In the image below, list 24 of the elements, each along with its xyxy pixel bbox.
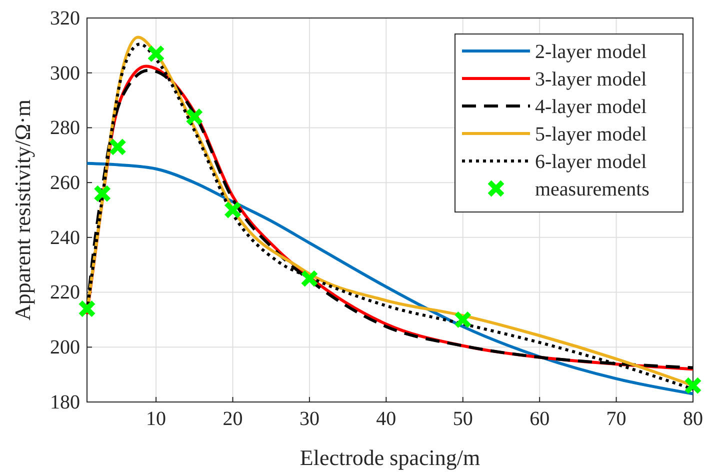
legend-label: 4-layer model xyxy=(535,96,648,118)
x-axis-title: Electrode spacing/m xyxy=(300,445,480,470)
y-tick-label: 240 xyxy=(50,226,80,249)
legend-label: measurements xyxy=(535,178,650,200)
y-tick-label: 300 xyxy=(50,62,80,84)
x-tick-label: 30 xyxy=(299,408,320,430)
y-tick-label: 220 xyxy=(50,282,80,304)
y-axis-title: Apparent resistivity/Ω·m xyxy=(10,99,35,321)
y-tick-label: 260 xyxy=(50,172,80,194)
x-tick-label: 50 xyxy=(452,408,473,430)
x-tick-label: 40 xyxy=(376,408,396,430)
legend-label: 6-layer model xyxy=(535,151,648,173)
legend-label: 3-layer model xyxy=(535,68,648,90)
x-tick-label: 20 xyxy=(222,408,243,430)
y-tick-label: 280 xyxy=(50,117,80,140)
legend-label: 5-layer model xyxy=(535,124,648,146)
legend-label: 2-layer model xyxy=(535,41,648,63)
y-tick-label: 200 xyxy=(50,336,80,359)
x-tick-label: 60 xyxy=(530,408,550,430)
y-tick-label: 320 xyxy=(50,7,80,30)
x-tick-label: 80 xyxy=(683,408,703,430)
x-tick-label: 10 xyxy=(146,408,166,430)
y-tick-label: 180 xyxy=(50,391,80,414)
x-tick-label: 70 xyxy=(606,408,626,430)
